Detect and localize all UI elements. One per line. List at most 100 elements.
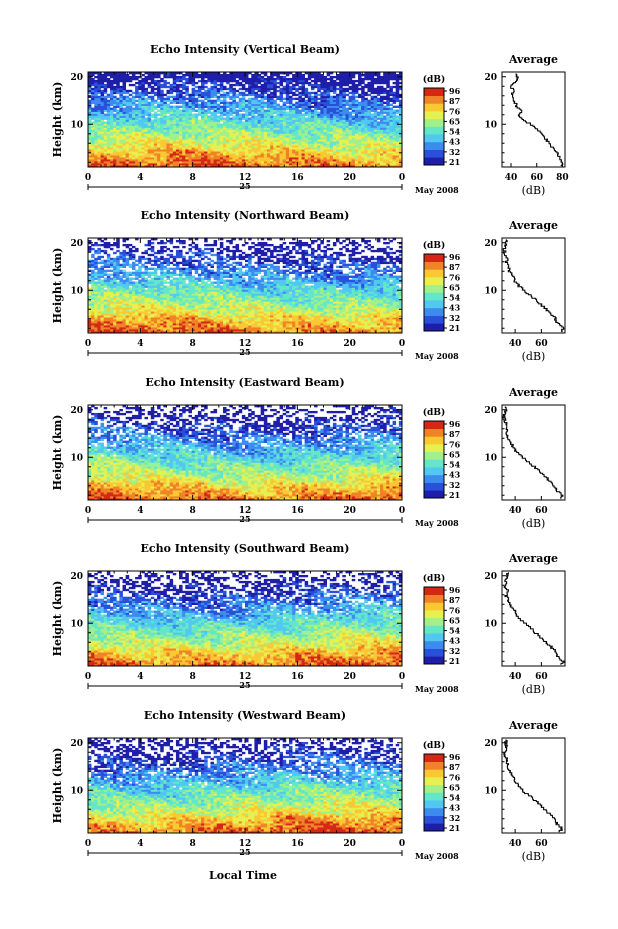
- heatmap-cell: [179, 75, 183, 79]
- heatmap-cell: [270, 125, 274, 128]
- heatmap-cell: [219, 129, 224, 132]
- heatmap-cell: [329, 101, 334, 105]
- heatmap-cell: [380, 151, 384, 154]
- heatmap-cell: [163, 129, 167, 132]
- heatmap-cell: [135, 127, 139, 130]
- heatmap-cell: [326, 143, 331, 146]
- heatmap-cell: [138, 147, 142, 150]
- heatmap-cell: [339, 131, 343, 134]
- heatmap-cell: [295, 135, 299, 138]
- heatmap-cell: [119, 151, 123, 154]
- heatmap-cell: [364, 115, 368, 118]
- heatmap-cell: [251, 133, 255, 136]
- heatmap-cell: [276, 115, 280, 118]
- heatmap-cell: [358, 161, 362, 164]
- heatmap-cell: [380, 129, 384, 132]
- heatmap-cell: [125, 151, 130, 154]
- heatmap-cell: [376, 115, 381, 118]
- heatmap-cell: [169, 123, 174, 126]
- heatmap-cell: [188, 157, 192, 160]
- heatmap-cell: [241, 159, 246, 162]
- heatmap-cell: [361, 149, 365, 152]
- heatmap-cell: [332, 151, 337, 154]
- heatmap-cell: [392, 109, 397, 112]
- heatmap-cell: [257, 127, 262, 130]
- heatmap-cell: [383, 137, 387, 140]
- heatmap-cell: [298, 125, 302, 128]
- heatmap-cell: [150, 107, 155, 110]
- heatmap-cell: [163, 141, 167, 144]
- heatmap-cell: [100, 165, 105, 168]
- heatmap-cell: [392, 137, 397, 140]
- heatmap-cell: [339, 165, 343, 168]
- heatmap-cell: [216, 103, 221, 106]
- heatmap-cell: [204, 79, 208, 83]
- heatmap-cell: [91, 121, 95, 124]
- heatmap-cell: [245, 109, 249, 112]
- heatmap-cell: [254, 161, 258, 164]
- heatmap-cell: [185, 135, 189, 138]
- heatmap-cell: [323, 101, 327, 105]
- heatmap-cell: [292, 83, 296, 87]
- heatmap-cell: [398, 165, 403, 168]
- heatmap-cell: [292, 121, 296, 124]
- heatmap-cell: [135, 131, 139, 134]
- heatmap-cell: [317, 149, 321, 152]
- heatmap-cell: [298, 139, 302, 142]
- heatmap-cell: [310, 95, 315, 99]
- heatmap-cell: [304, 153, 309, 156]
- heatmap-cell: [116, 165, 120, 168]
- heatmap-cell: [141, 133, 145, 136]
- heatmap-cell: [153, 149, 158, 152]
- heatmap-cell: [125, 105, 130, 108]
- heatmap-cell: [147, 121, 152, 124]
- heatmap-cell: [373, 95, 378, 99]
- heatmap-cell: [314, 157, 318, 160]
- heatmap-cell: [323, 139, 327, 142]
- heatmap-cell: [128, 103, 133, 106]
- heatmap-cell: [351, 123, 356, 126]
- heatmap-cell: [122, 127, 127, 130]
- heatmap-cell: [386, 151, 390, 154]
- heatmap-cell: [348, 117, 353, 120]
- heatmap-cell: [380, 75, 384, 79]
- heatmap-cell: [119, 163, 123, 166]
- heatmap-cell: [310, 143, 315, 146]
- heatmap-cell: [229, 131, 233, 134]
- heatmap-cell: [103, 99, 108, 103]
- heatmap-cell: [248, 143, 252, 146]
- heatmap-cell: [141, 99, 145, 103]
- heatmap-cell: [348, 129, 353, 132]
- heatmap-cell: [339, 147, 343, 150]
- heatmap-cell: [339, 149, 343, 152]
- heatmap-cell: [370, 95, 375, 99]
- heatmap-cell: [229, 163, 233, 166]
- heatmap-cell: [216, 107, 221, 110]
- heatmap-cell: [109, 131, 114, 134]
- heatmap-cell: [128, 153, 133, 156]
- heatmap-cell: [232, 115, 236, 118]
- heatmap-cell: [138, 119, 142, 122]
- heatmap-cell: [361, 119, 365, 122]
- heatmap-cell: [182, 135, 186, 138]
- heatmap-cell: [94, 157, 98, 160]
- heatmap-cell: [216, 121, 221, 124]
- heatmap-cell: [175, 129, 180, 132]
- heatmap-cell: [106, 77, 111, 81]
- heatmap-cell: [216, 153, 221, 156]
- heatmap-cell: [201, 163, 205, 166]
- heatmap-cell: [94, 137, 98, 140]
- heatmap-cell: [94, 151, 98, 154]
- heatmap-cell: [389, 85, 393, 89]
- heatmap-cell: [175, 113, 180, 116]
- heatmap-cell: [320, 103, 324, 106]
- heatmap-cell: [279, 131, 284, 134]
- heatmap-cell: [351, 157, 356, 160]
- heatmap-cell: [320, 153, 324, 156]
- heatmap-cell: [364, 121, 368, 124]
- heatmap-cell: [386, 153, 390, 156]
- heatmap-cell: [342, 135, 346, 138]
- heatmap-cell: [157, 121, 161, 124]
- heatmap-cell: [204, 115, 208, 118]
- heatmap-cell: [172, 127, 177, 130]
